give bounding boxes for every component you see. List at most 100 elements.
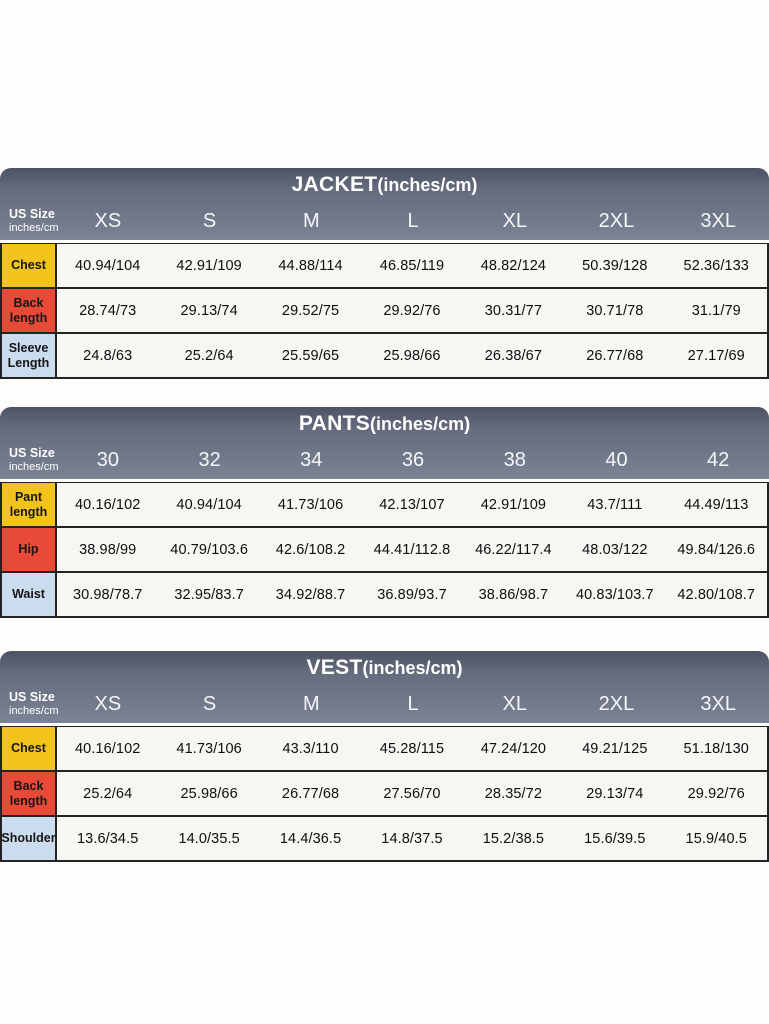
measurement-value-cell: 25.2/64 — [83, 785, 133, 802]
measurement-value-cell: 28.35/72 — [484, 785, 543, 802]
measurement-value-cell: 40.94/104 — [176, 496, 242, 513]
measurement-value-cell: 15.9/40.5 — [685, 830, 747, 847]
size-header-cell: 3XL — [700, 692, 736, 715]
table-row-hip: Hip 38.98/99 40.79/103.6 42.6/108.2 44.4… — [2, 528, 767, 573]
pants-table-header: PANTS (inches/cm) US Size inches/cm 30 32… — [0, 407, 769, 480]
table-row-back-length: Back length 25.2/64 25.98/66 26.77/68 27… — [2, 772, 767, 817]
measurement-value-cell: 14.8/37.5 — [381, 830, 443, 847]
measurement-value-cell: 29.92/76 — [383, 302, 441, 319]
size-header-cell: L — [407, 692, 419, 715]
measurement-value-cell: 15.6/39.5 — [584, 830, 646, 847]
size-header-cell: 3XL — [700, 209, 736, 232]
measurement-value-cell: 51.18/130 — [683, 740, 749, 757]
size-header-cell: S — [202, 692, 217, 715]
vest-table-body: Chest 40.16/102 41.73/106 43.3/110 45.28… — [0, 726, 769, 862]
measurement-value-cell: 28.74/73 — [79, 302, 137, 319]
size-header-cell: 36 — [401, 448, 425, 471]
measurement-value-cell: 30.98/78.7 — [72, 586, 143, 603]
table-row-chest: Chest 40.94/104 42.91/109 44.88/114 46.8… — [2, 244, 767, 289]
table-row-back-length: Back length 28.74/73 29.13/74 29.52/75 2… — [2, 289, 767, 334]
measurement-value-cell: 49.21/125 — [582, 740, 648, 757]
measurement-value-cell: 14.4/36.5 — [279, 830, 342, 847]
measurement-value-cell: 46.85/119 — [379, 257, 445, 274]
measurement-value-cell: 24.8/63 — [83, 347, 133, 364]
measurement-value-cell: 29.13/74 — [180, 302, 238, 319]
corner-line1: US Size — [9, 207, 55, 222]
jacket-table-body: Chest 40.94/104 42.91/109 44.88/114 46.8… — [0, 243, 769, 379]
measurement-value-cell: 40.79/103.6 — [170, 541, 248, 558]
header-body-separator — [0, 723, 769, 726]
measurement-value-cell: 38.86/98.7 — [478, 586, 549, 603]
measurement-value-cell: 45.28/115 — [379, 740, 445, 757]
row-label-cell: Sleeve Length — [2, 334, 57, 377]
measurement-value-cell: 42.80/108.7 — [677, 586, 756, 603]
pants-size-table: PANTS (inches/cm) US Size inches/cm 30 32… — [0, 407, 769, 618]
measurement-value-cell: 27.56/70 — [383, 785, 441, 802]
vest-table-title: VEST — [306, 656, 363, 679]
vest-size-table: VEST (inches/cm) US Size inches/cm XS S M… — [0, 651, 769, 862]
corner-line2: inches/cm — [9, 704, 59, 717]
size-header-cell: 32 — [198, 448, 221, 471]
jacket-table-title: JACKET — [291, 173, 378, 196]
measurement-value-cell: 42.13/107 — [379, 496, 445, 513]
table-gap — [0, 379, 769, 407]
size-header-cell: 38 — [503, 448, 526, 471]
measurement-value-cell: 25.59/65 — [281, 347, 340, 364]
measurement-value-cell: 40.16/102 — [75, 496, 141, 513]
measurement-value-cell: 38.98/99 — [79, 541, 137, 558]
measurement-value-cell: 26.77/68 — [281, 785, 340, 802]
measurement-value-cell: 50.39/128 — [582, 257, 648, 274]
measurement-value-cell: 25.98/66 — [383, 347, 441, 364]
size-header-cell: XS — [94, 692, 122, 715]
table-row-chest: Chest 40.16/102 41.73/106 43.3/110 45.28… — [2, 727, 767, 772]
size-header-cell: XL — [502, 209, 527, 232]
size-header-cell: S — [202, 209, 217, 232]
row-label-cell: Back length — [2, 289, 57, 332]
vest-corner-label: US Size inches/cm — [0, 690, 59, 717]
corner-line2: inches/cm — [9, 460, 59, 473]
row-label-cell: Chest — [2, 727, 57, 770]
measurement-value-cell: 25.2/64 — [184, 347, 234, 364]
measurement-value-cell: 27.17/69 — [687, 347, 745, 364]
measurement-value-cell: 43.7/111 — [587, 496, 643, 513]
measurement-value-cell: 49.84/126.6 — [677, 541, 756, 558]
table-row-shoulder: Shoulder 13.6/34.5 14.0/35.5 14.4/36.5 1… — [1, 817, 767, 862]
row-label-cell: Chest — [2, 244, 57, 287]
measurement-value-cell: 30.31/77 — [484, 302, 543, 319]
measurement-value-cell: 47.24/120 — [480, 740, 547, 757]
measurement-value-cell: 32.95/83.7 — [174, 586, 244, 603]
row-label-cell: Pant length — [2, 483, 57, 526]
pants-title-row: PANTS (inches/cm) — [0, 407, 769, 441]
pants-corner-label: US Size inches/cm — [0, 446, 59, 473]
corner-line1: US Size — [9, 690, 55, 705]
measurement-value-cell: 42.6/108.2 — [275, 541, 346, 558]
size-header-cell: XL — [502, 692, 527, 715]
measurement-value-cell: 46.22/117.4 — [475, 541, 552, 558]
measurement-value-cell: 40.16/102 — [75, 740, 141, 757]
size-header-cell: M — [302, 209, 320, 232]
measurement-value-cell: 30.71/78 — [586, 302, 644, 319]
corner-line2: inches/cm — [9, 221, 59, 234]
vest-table-header: VEST (inches/cm) US Size inches/cm XS S M… — [0, 651, 769, 724]
size-header-cell: 2XL — [598, 209, 635, 232]
row-label-cell: Back length — [2, 772, 57, 815]
jacket-size-header-row: US Size inches/cm XS S M L XL 2XL 3XL — [0, 202, 769, 241]
measurement-value-cell: 29.92/76 — [687, 785, 745, 802]
size-header-cell: L — [407, 209, 419, 232]
row-label-cell: Hip — [2, 528, 57, 571]
size-header-cell: XS — [94, 209, 122, 232]
measurement-value-cell: 48.03/122 — [582, 541, 648, 558]
measurement-value-cell: 34.92/88.7 — [275, 586, 346, 603]
row-label-cell: Shoulder — [1, 817, 57, 860]
measurement-value-cell: 43.3/110 — [282, 740, 339, 757]
pants-table-title-unit: (inches/cm) — [370, 413, 471, 434]
measurement-value-cell: 14.0/35.5 — [178, 830, 240, 847]
measurement-value-cell: 41.73/106 — [277, 496, 344, 513]
measurement-value-cell: 40.83/103.7 — [575, 586, 654, 603]
measurement-value-cell: 29.52/75 — [281, 302, 340, 319]
measurement-value-cell: 25.98/66 — [180, 785, 238, 802]
measurement-value-cell: 44.88/114 — [278, 257, 343, 274]
table-row-pant-length: Pant length 40.16/102 40.94/104 41.73/10… — [2, 483, 767, 528]
pants-table-body: Pant length 40.16/102 40.94/104 41.73/10… — [0, 482, 769, 618]
